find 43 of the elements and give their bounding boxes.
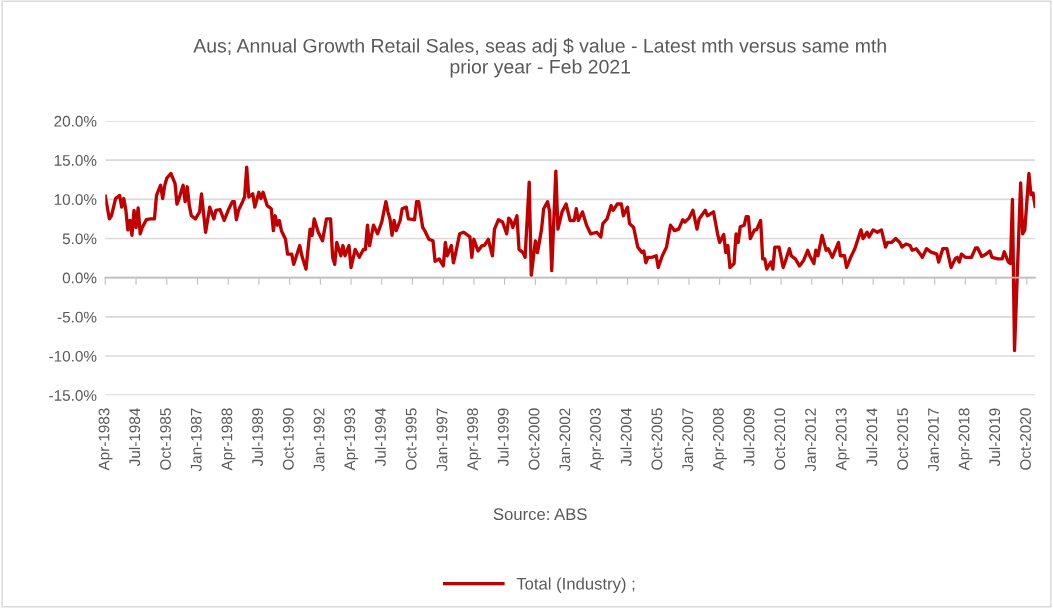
legend-label: Total (Industry) ;	[516, 577, 635, 593]
x-tick-label: Jul-2004	[620, 408, 632, 467]
x-tick-label: Jan-1997	[436, 408, 448, 472]
y-tick-label: -10.0%	[49, 350, 97, 362]
line-series	[105, 165, 1036, 353]
x-tick-label: Apr-2018	[958, 408, 973, 471]
x-tick-label: Oct-2015	[897, 408, 909, 470]
x-tick-label: Jan-2007	[682, 408, 694, 472]
x-tick-label: Apr-2013	[835, 408, 850, 471]
x-tick-label: Jan-2002	[559, 408, 571, 472]
y-tick-label: 10.0%	[54, 194, 97, 206]
y-tick-label: 5.0%	[62, 233, 97, 245]
y-tick-label: 0.0%	[62, 272, 97, 284]
x-tick-label: Apr-1988	[221, 408, 236, 471]
x-tick-label: Apr-2003	[590, 408, 604, 471]
y-tick-label: 15.0%	[54, 155, 97, 166]
x-tick-label: Oct-1985	[160, 408, 171, 470]
chart-title: Aus; Annual Growth Retail Sales, seas adj $ value - Latest mth versus same mth prior year - Feb 2021	[193, 38, 886, 78]
y-tick-label: -5.0%	[57, 311, 97, 323]
x-tick-label: Jul-2009	[743, 408, 755, 467]
x-tick-label: Apr-1993	[344, 408, 359, 471]
y-tick-label: 20.0%	[54, 115, 97, 127]
x-tick-label: Apr-2008	[712, 408, 727, 471]
x-tick-label: Jul-1984	[128, 408, 141, 467]
x-tick-label: Jan-1992	[313, 408, 325, 472]
x-tick-label: Jan-1987	[190, 408, 202, 472]
x-tick-label: Oct-2000	[528, 408, 540, 470]
x-tick-label: Apr-1983	[98, 408, 113, 471]
x-tick-label: Jan-2012	[805, 408, 816, 472]
x-tick-label: Oct-1990	[282, 408, 294, 470]
x-tick-label: Apr-1998	[467, 408, 482, 471]
source-note: Source: ABS	[493, 508, 587, 521]
x-tick-label: Oct-2010	[774, 408, 786, 470]
x-tick-label: Jul-1999	[497, 408, 509, 467]
x-tick-label: Oct-2020	[1020, 408, 1031, 470]
x-tick-label: Jul-1994	[374, 408, 386, 467]
x-tick-label: Oct-2005	[651, 408, 663, 470]
x-tick-label: Jul-2019	[988, 408, 1001, 467]
x-tick-label: Jul-1989	[251, 408, 263, 467]
x-tick-label: Jul-2014	[866, 408, 878, 467]
x-tick-label: Oct-1995	[405, 408, 417, 470]
x-tick-label: Jan-2017	[928, 408, 939, 472]
y-tick-label: -15.0%	[49, 390, 97, 401]
